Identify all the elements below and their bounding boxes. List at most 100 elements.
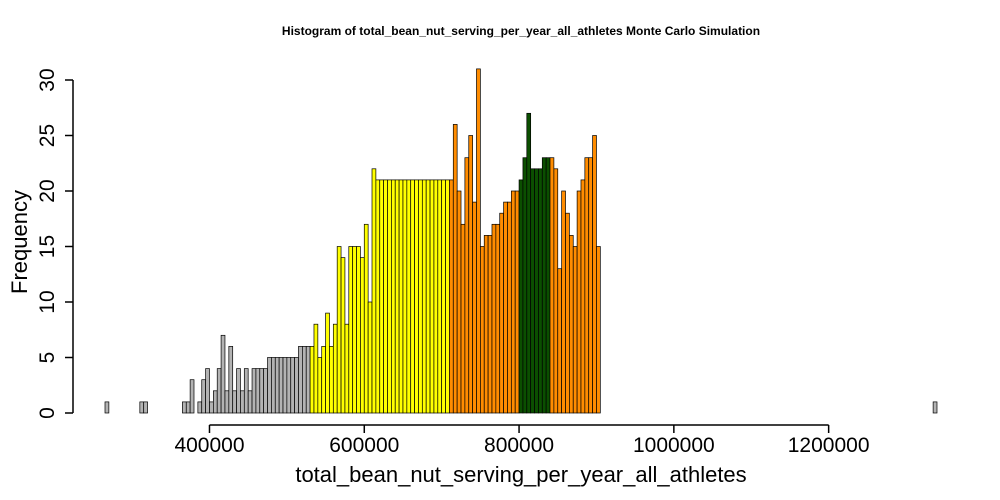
histogram-bar	[182, 401, 187, 414]
histogram-bar	[360, 257, 365, 414]
x-tick-label: 1000000	[633, 434, 715, 457]
histogram-bar	[251, 368, 257, 414]
histogram-bar	[290, 357, 295, 414]
histogram-bar	[143, 401, 148, 414]
histogram-bar	[456, 190, 462, 414]
histogram-bar	[538, 168, 543, 414]
histogram-bar	[329, 346, 334, 414]
histogram-bar	[576, 190, 582, 414]
histogram-bar	[414, 179, 419, 414]
histogram-bar	[932, 401, 938, 414]
histogram-bar	[522, 157, 528, 414]
histogram-bar	[332, 323, 338, 414]
histogram-bar	[507, 201, 512, 414]
histogram-bar	[278, 357, 284, 414]
histogram-bar	[406, 179, 412, 414]
histogram-bar	[286, 357, 292, 414]
histogram-bar	[514, 190, 520, 414]
histogram-bar	[213, 390, 218, 414]
histogram-bar	[228, 346, 234, 414]
histogram-bar	[495, 223, 501, 414]
histogram-bar	[298, 346, 303, 414]
histogram-bar	[348, 246, 354, 414]
histogram-bar	[383, 179, 388, 414]
histogram-bar	[580, 179, 586, 414]
histogram-bar	[294, 357, 299, 414]
histogram-bar	[356, 246, 361, 414]
histogram-bar	[510, 190, 516, 414]
histogram-bar	[216, 368, 222, 414]
histogram-bar	[487, 235, 493, 414]
histogram-bar	[379, 179, 384, 414]
histogram-bar	[224, 390, 230, 414]
histogram-bar	[321, 346, 326, 414]
y-tick-label: 20	[36, 179, 59, 202]
histogram-bar	[197, 401, 203, 414]
histogram-bar	[232, 390, 237, 414]
histogram-bar	[255, 368, 261, 414]
histogram-bar	[267, 357, 272, 414]
histogram-bar	[282, 357, 288, 414]
x-tick-label: 800000	[484, 434, 554, 457]
histogram-bar	[557, 268, 562, 414]
histogram-bar	[468, 135, 473, 414]
histogram-bar	[572, 246, 578, 414]
y-axis: 0 5 10 15 20 25 30	[36, 68, 74, 419]
histogram-bar	[441, 179, 446, 414]
histogram-bar	[185, 401, 191, 414]
histogram-bar	[352, 246, 357, 414]
histogram-bar	[545, 157, 551, 414]
histogram-bar	[104, 401, 110, 414]
x-axis-label: total_bean_nut_serving_per_year_all_athl…	[295, 462, 746, 487]
histogram-bar	[325, 312, 330, 414]
histogram-bar	[205, 368, 210, 414]
histogram-bar	[313, 323, 319, 414]
histogram-bar	[569, 235, 574, 414]
histogram-bar	[553, 168, 559, 414]
y-axis-label: Frequency	[7, 190, 32, 294]
histogram-bar	[387, 179, 392, 414]
histogram-bar	[445, 179, 450, 414]
histogram-bar	[302, 346, 307, 414]
histogram-bar	[499, 212, 504, 414]
histogram-bar	[518, 179, 524, 414]
histogram-bar	[584, 157, 590, 414]
histogram-bar	[236, 368, 241, 414]
histogram-bar	[429, 179, 435, 414]
histogram-bar	[561, 190, 566, 414]
histogram-bar	[240, 390, 245, 414]
histogram-bar	[491, 223, 497, 414]
histogram-bar	[433, 179, 439, 414]
histogram-bar	[549, 157, 555, 414]
histogram-bar	[472, 201, 477, 414]
histogram-bar	[391, 179, 396, 414]
chart-title: Histogram of total_bean_nut_serving_per_…	[282, 24, 760, 38]
histogram-bars	[104, 68, 938, 414]
histogram-bar	[418, 179, 423, 414]
histogram-bar	[247, 390, 253, 414]
y-tick-label: 25	[36, 124, 59, 147]
histogram-bar	[201, 379, 206, 414]
x-tick-label: 600000	[329, 434, 399, 457]
histogram-bar	[398, 179, 404, 414]
y-tick-label: 15	[36, 235, 59, 258]
histogram-bar	[271, 357, 276, 414]
histogram-bar	[421, 179, 427, 414]
histogram-bar	[565, 212, 570, 414]
histogram-bar	[371, 168, 377, 414]
histogram-bar	[336, 246, 342, 414]
histogram-bar	[449, 179, 454, 414]
histogram-bar	[588, 157, 593, 414]
histogram-bar	[541, 157, 547, 414]
histogram-bar	[243, 368, 249, 414]
histogram-bar	[452, 124, 458, 414]
histogram-bar	[309, 346, 315, 414]
histogram-bar	[305, 346, 311, 414]
histogram-bar	[476, 68, 481, 414]
histogram-bar	[526, 112, 532, 414]
x-axis: 400000 600000 800000 1000000 1200000	[174, 424, 870, 457]
histogram-bar	[596, 246, 601, 414]
histogram-bar	[460, 223, 466, 414]
histogram-bar	[340, 257, 346, 414]
